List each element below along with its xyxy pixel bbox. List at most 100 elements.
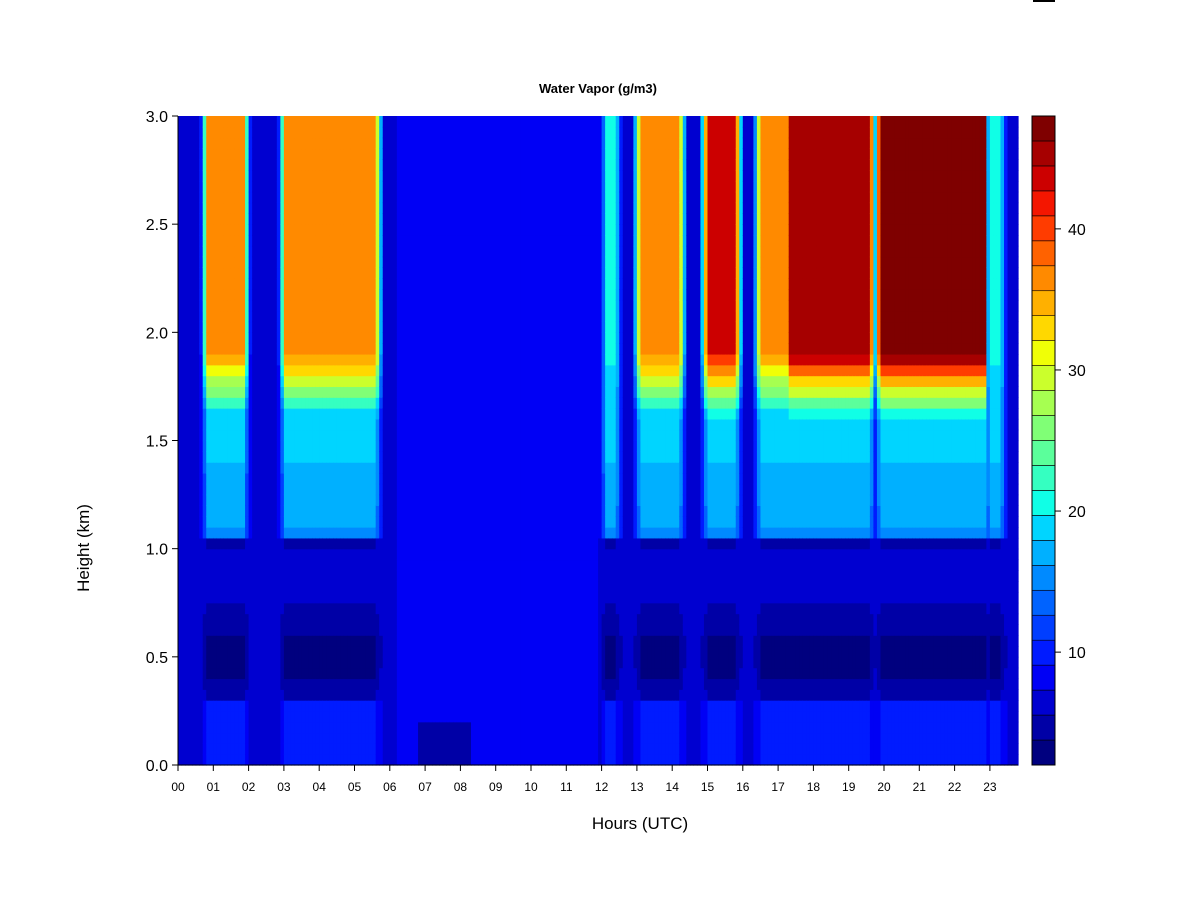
heatmap-cell: [283, 462, 289, 474]
heatmap-cell: [425, 224, 430, 236]
heatmap-cell: [329, 646, 334, 658]
heatmap-cell: [365, 559, 370, 571]
heatmap-cell: [305, 451, 310, 463]
heatmap-cell: [340, 472, 345, 485]
heatmap-cell: [241, 559, 246, 571]
heatmap-cell: [446, 397, 451, 409]
heatmap-cell: [460, 505, 465, 517]
heatmap-cell: [305, 700, 310, 712]
heatmap-cell: [393, 278, 398, 290]
heatmap-cell: [209, 494, 214, 506]
heatmap-cell: [294, 472, 299, 485]
heatmap-cell: [336, 721, 341, 734]
heatmap-cell: [432, 602, 437, 615]
heatmap-cell: [220, 754, 225, 766]
heatmap-cell: [329, 191, 334, 204]
heatmap-cell: [425, 754, 430, 766]
heatmap-cell: [456, 116, 461, 128]
heatmap-cell: [379, 224, 384, 236]
heatmap-cell: [432, 321, 437, 333]
heatmap-cell: [432, 548, 437, 561]
heatmap-cell: [467, 591, 472, 604]
heatmap-cell: [365, 170, 370, 182]
heatmap-cell: [460, 440, 465, 452]
heatmap-cell: [368, 397, 373, 409]
heatmap-cell: [241, 170, 246, 182]
heatmap-cell: [188, 635, 193, 647]
heatmap-cell: [432, 310, 437, 323]
heatmap-cell: [216, 570, 221, 582]
heatmap-cell: [262, 375, 267, 388]
heatmap-cell: [414, 321, 419, 333]
heatmap-cell: [361, 224, 366, 236]
heatmap-cell: [319, 440, 324, 452]
heatmap-cell: [216, 397, 221, 409]
heatmap-cell: [425, 635, 430, 647]
heatmap-cell: [298, 527, 303, 539]
heatmap-cell: [326, 635, 331, 647]
heatmap-cell: [192, 721, 197, 734]
heatmap-cell: [266, 440, 271, 452]
heatmap-cell: [248, 732, 253, 744]
heatmap-cell: [206, 689, 211, 701]
heatmap-cell: [449, 667, 454, 680]
heatmap-cell: [312, 710, 317, 723]
heatmap-cell: [410, 429, 416, 442]
heatmap-cell: [400, 245, 405, 258]
heatmap-cell: [227, 375, 232, 388]
heatmap-cell: [227, 191, 232, 204]
heatmap-cell: [446, 202, 451, 214]
heatmap-cell: [255, 224, 260, 236]
heatmap-cell: [386, 494, 391, 506]
heatmap-cell: [446, 256, 451, 269]
heatmap-cell: [234, 343, 239, 355]
heatmap-cell: [234, 267, 239, 279]
heatmap-cell: [456, 343, 461, 355]
heatmap-cell: [407, 116, 412, 128]
heatmap-cell: [326, 191, 331, 204]
heatmap-cell: [358, 591, 363, 604]
heatmap-cell: [206, 159, 211, 171]
heatmap-cell: [428, 202, 433, 214]
heatmap-cell: [181, 353, 186, 366]
heatmap-cell: [421, 570, 426, 582]
heatmap-cell: [467, 635, 472, 647]
heatmap-cell: [178, 689, 183, 701]
heatmap-cell: [248, 527, 253, 539]
heatmap-cell: [403, 516, 409, 528]
heatmap-cell: [248, 440, 253, 452]
heatmap-cell: [266, 310, 271, 323]
heatmap-cell: [326, 613, 331, 625]
heatmap-cell: [421, 408, 426, 420]
heatmap-cell: [252, 505, 257, 517]
heatmap-cell: [460, 581, 465, 593]
heatmap-cell: [308, 570, 313, 582]
heatmap-cell: [195, 159, 200, 171]
heatmap-cell: [449, 289, 454, 301]
heatmap-cell: [400, 700, 405, 712]
heatmap-cell: [248, 224, 253, 236]
heatmap-cell: [290, 332, 296, 344]
heatmap-cell: [368, 700, 373, 712]
heatmap-cell: [463, 646, 469, 658]
heatmap-cell: [195, 386, 200, 398]
heatmap-cell: [269, 483, 274, 496]
heatmap-cell: [209, 180, 214, 193]
heatmap-cell: [290, 440, 296, 452]
heatmap-cell: [280, 191, 285, 204]
heatmap-cell: [255, 635, 260, 647]
heatmap-cell: [305, 386, 310, 398]
heatmap-cell: [418, 721, 423, 734]
heatmap-cell: [347, 570, 352, 582]
heatmap-cell: [421, 667, 426, 680]
heatmap-cell: [333, 732, 338, 744]
heatmap-cell: [188, 202, 193, 214]
heatmap-cell: [178, 581, 183, 593]
chart-title: Water Vapor (g/m3): [539, 81, 657, 96]
heatmap-cell: [368, 472, 373, 485]
heatmap-cell: [361, 678, 366, 690]
heatmap-cell: [358, 202, 363, 214]
heatmap-cell: [273, 494, 278, 506]
heatmap-cell: [333, 364, 338, 377]
heatmap-cell: [305, 624, 310, 636]
